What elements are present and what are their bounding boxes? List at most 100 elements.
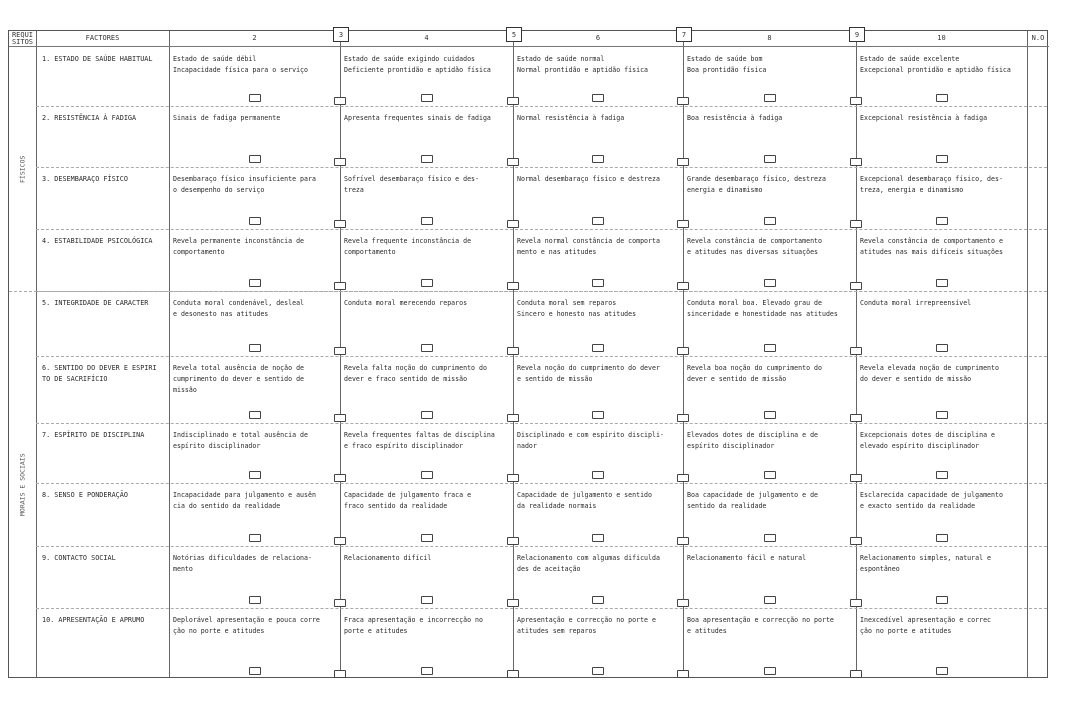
boundary-score-checkbox[interactable] <box>677 474 689 482</box>
score-checkbox[interactable] <box>763 94 776 102</box>
score-checkbox[interactable] <box>420 94 433 102</box>
score-checkbox[interactable] <box>592 94 604 102</box>
score-checkbox[interactable] <box>935 596 948 604</box>
boundary-score-checkbox[interactable] <box>334 537 346 545</box>
score-checkbox[interactable] <box>248 94 261 102</box>
score-checkbox[interactable] <box>763 534 776 542</box>
score-checkbox[interactable] <box>592 667 604 675</box>
score-checkbox[interactable] <box>592 279 604 287</box>
boundary-score-checkbox[interactable] <box>677 414 689 422</box>
boundary-score-checkbox[interactable] <box>677 347 689 355</box>
boundary-score-checkbox[interactable] <box>334 599 346 607</box>
score-checkbox[interactable] <box>763 411 776 419</box>
boundary-score-checkbox[interactable] <box>507 97 519 105</box>
boundary-score-checkbox[interactable] <box>507 282 519 290</box>
score-box-7[interactable]: 7 <box>676 27 692 42</box>
score-checkbox[interactable] <box>248 279 261 287</box>
boundary-score-checkbox[interactable] <box>334 97 346 105</box>
boundary-score-checkbox[interactable] <box>850 97 862 105</box>
score-box-5[interactable]: 5 <box>506 27 522 42</box>
boundary-score-checkbox[interactable] <box>850 220 862 228</box>
score-checkbox[interactable] <box>935 94 948 102</box>
boundary-score-checkbox[interactable] <box>850 670 862 678</box>
score-checkbox[interactable] <box>935 155 948 163</box>
score-checkbox[interactable] <box>420 471 433 479</box>
boundary-score-checkbox[interactable] <box>334 282 346 290</box>
boundary-score-checkbox[interactable] <box>850 599 862 607</box>
score-checkbox[interactable] <box>763 344 776 352</box>
boundary-score-checkbox[interactable] <box>334 220 346 228</box>
boundary-score-checkbox[interactable] <box>850 282 862 290</box>
boundary-score-checkbox[interactable] <box>507 670 519 678</box>
score-checkbox[interactable] <box>248 596 261 604</box>
boundary-score-checkbox[interactable] <box>850 414 862 422</box>
score-checkbox[interactable] <box>935 534 948 542</box>
boundary-score-checkbox[interactable] <box>507 158 519 166</box>
score-checkbox[interactable] <box>935 471 948 479</box>
level-description: Estado de saúde excelente Excepcional pr… <box>860 55 1011 74</box>
score-checkbox[interactable] <box>248 534 261 542</box>
score-checkbox[interactable] <box>248 411 261 419</box>
score-checkbox[interactable] <box>420 155 433 163</box>
score-checkbox[interactable] <box>248 155 261 163</box>
boundary-score-checkbox[interactable] <box>507 414 519 422</box>
score-checkbox[interactable] <box>763 667 776 675</box>
score-checkbox[interactable] <box>248 217 261 225</box>
boundary-score-checkbox[interactable] <box>850 537 862 545</box>
row-divider <box>36 106 1047 107</box>
score-checkbox[interactable] <box>420 667 433 675</box>
score-checkbox[interactable] <box>592 596 604 604</box>
score-checkbox[interactable] <box>592 411 604 419</box>
score-checkbox[interactable] <box>763 155 776 163</box>
score-checkbox[interactable] <box>420 217 433 225</box>
boundary-score-checkbox[interactable] <box>850 158 862 166</box>
score-checkbox[interactable] <box>248 667 261 675</box>
level-description: Revela normal constância de comporta men… <box>517 237 660 256</box>
score-checkbox[interactable] <box>763 596 776 604</box>
score-checkbox[interactable] <box>592 344 604 352</box>
score-checkbox[interactable] <box>420 596 433 604</box>
score-checkbox[interactable] <box>935 344 948 352</box>
score-checkbox[interactable] <box>592 471 604 479</box>
score-box-3[interactable]: 3 <box>333 27 349 42</box>
factor-label: 3. DESEMBARAÇO FÍSICO <box>42 175 128 183</box>
boundary-score-checkbox[interactable] <box>677 670 689 678</box>
score-checkbox[interactable] <box>592 217 604 225</box>
score-checkbox[interactable] <box>935 411 948 419</box>
score-checkbox[interactable] <box>248 471 261 479</box>
score-checkbox[interactable] <box>592 534 604 542</box>
score-checkbox[interactable] <box>420 279 433 287</box>
score-box-9[interactable]: 9 <box>849 27 865 42</box>
boundary-score-checkbox[interactable] <box>507 599 519 607</box>
boundary-score-checkbox[interactable] <box>507 537 519 545</box>
boundary-score-checkbox[interactable] <box>507 347 519 355</box>
boundary-score-checkbox[interactable] <box>334 414 346 422</box>
boundary-score-checkbox[interactable] <box>850 474 862 482</box>
score-checkbox[interactable] <box>592 155 604 163</box>
score-checkbox[interactable] <box>763 279 776 287</box>
score-checkbox[interactable] <box>420 344 433 352</box>
boundary-score-checkbox[interactable] <box>677 537 689 545</box>
boundary-score-checkbox[interactable] <box>677 220 689 228</box>
score-checkbox[interactable] <box>420 411 433 419</box>
boundary-score-checkbox[interactable] <box>334 670 346 678</box>
score-checkbox[interactable] <box>763 471 776 479</box>
boundary-score-checkbox[interactable] <box>677 599 689 607</box>
boundary-score-checkbox[interactable] <box>507 474 519 482</box>
level-description: Conduta moral merecendo reparos <box>344 299 468 307</box>
boundary-score-checkbox[interactable] <box>677 282 689 290</box>
score-checkbox[interactable] <box>935 667 948 675</box>
score-checkbox[interactable] <box>420 534 433 542</box>
boundary-score-checkbox[interactable] <box>677 97 689 105</box>
level-description: Relacionamento simples, natural e espont… <box>860 554 992 573</box>
score-checkbox[interactable] <box>935 217 948 225</box>
score-checkbox[interactable] <box>935 279 948 287</box>
boundary-score-checkbox[interactable] <box>507 220 519 228</box>
boundary-score-checkbox[interactable] <box>334 158 346 166</box>
boundary-score-checkbox[interactable] <box>334 347 346 355</box>
boundary-score-checkbox[interactable] <box>677 158 689 166</box>
score-checkbox[interactable] <box>763 217 776 225</box>
boundary-score-checkbox[interactable] <box>850 347 862 355</box>
score-checkbox[interactable] <box>248 344 261 352</box>
boundary-score-checkbox[interactable] <box>334 474 346 482</box>
